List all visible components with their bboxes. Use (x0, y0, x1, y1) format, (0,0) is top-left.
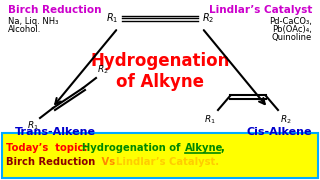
Text: Trans-Alkene: Trans-Alkene (15, 127, 96, 137)
Text: Lindlar’s Catalyst: Lindlar’s Catalyst (209, 5, 312, 15)
Text: Na, Liq. NH₃: Na, Liq. NH₃ (8, 17, 58, 26)
Text: $R_2$: $R_2$ (280, 113, 292, 125)
Text: Birch Reduction: Birch Reduction (8, 5, 101, 15)
Text: Quinoline: Quinoline (272, 33, 312, 42)
Text: Vs: Vs (98, 157, 119, 167)
Text: $R_2$: $R_2$ (202, 11, 214, 25)
Bar (2, 133, 318, 178)
Text: ,: , (220, 143, 224, 153)
Text: Alcohol.: Alcohol. (8, 25, 41, 34)
Text: $R_1$: $R_1$ (204, 113, 216, 125)
Text: Lindlar’s Catalyst.: Lindlar’s Catalyst. (116, 157, 219, 167)
Text: $R_1$: $R_1$ (106, 11, 118, 25)
Text: Hydrogenation of: Hydrogenation of (82, 143, 188, 153)
Text: Alkyne: Alkyne (185, 143, 223, 153)
Text: Pd-CaCO₃,: Pd-CaCO₃, (269, 17, 312, 26)
Text: Today’s  topic:: Today’s topic: (6, 143, 91, 153)
Text: $R_1$: $R_1$ (27, 120, 39, 132)
Text: $R_2$: $R_2$ (97, 64, 109, 76)
Text: Hydrogenation
of Alkyne: Hydrogenation of Alkyne (90, 52, 230, 91)
Text: Birch Reduction: Birch Reduction (6, 157, 95, 167)
Text: Cis-Alkene: Cis-Alkene (246, 127, 312, 137)
Text: Pb(OAc)₄,: Pb(OAc)₄, (272, 25, 312, 34)
